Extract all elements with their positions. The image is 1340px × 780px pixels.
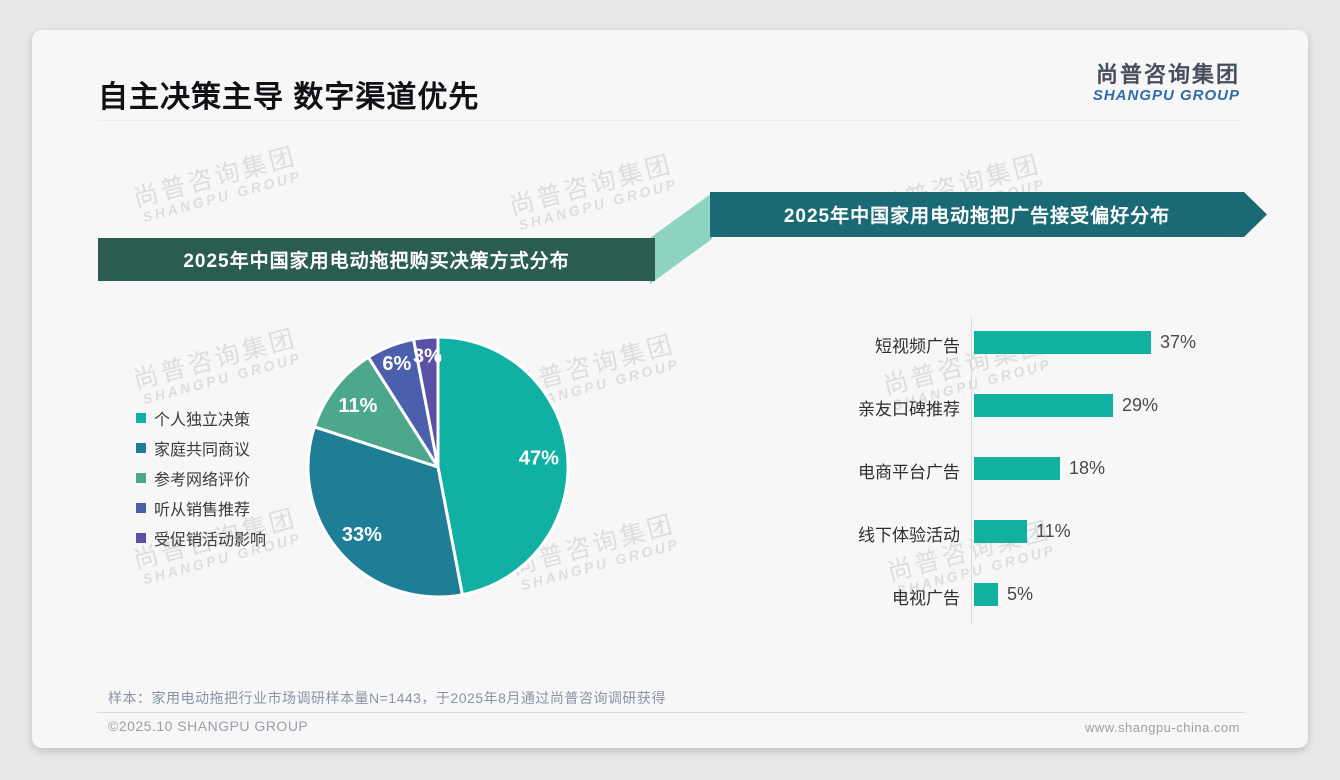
pie-slice-value-4: 3% <box>413 346 442 368</box>
page-title: 自主决策主导 数字渠道优先 <box>98 81 480 114</box>
legend-item-3: 听从销售推荐 <box>136 498 266 519</box>
bar-value-label-4: 5% <box>1007 584 1034 604</box>
pie-slice-value-1: 33% <box>342 524 382 546</box>
bar-category-label-2: 电商平台广告 <box>858 463 960 482</box>
pie-slice-0 <box>436 335 570 597</box>
pie-slice-value-0: 47% <box>519 448 559 470</box>
pie-chart: 47% 33% 11%6% 3% <box>306 335 570 599</box>
legend-swatch-icon <box>136 442 146 453</box>
legend-swatch-icon <box>136 412 146 423</box>
bar-value-label-1: 29% <box>1122 395 1159 415</box>
bar-value-label-2: 18% <box>1069 458 1106 478</box>
bar-rect-3 <box>974 520 1027 543</box>
bar-category-label-4: 电视广告 <box>892 589 960 608</box>
sample-note: 样本：家用电动拖把行业市场调研样本量N=1443，于2025年8月通过尚普咨询调… <box>108 690 666 706</box>
legend-swatch-icon <box>136 472 146 483</box>
bar-chart-title: 2025年中国家用电动拖把广告接受偏好分布 <box>783 206 1171 227</box>
legend-swatch-icon <box>136 532 146 543</box>
bar-rect-1 <box>974 394 1113 417</box>
legend-label: 家庭共同商议 <box>154 441 251 459</box>
bar-rect-0 <box>974 331 1151 354</box>
bar-chart-title-banner: 2025年中国家用电动拖把广告接受偏好分布 <box>710 192 1267 237</box>
pie-chart-title: 2025年中国家用电动拖把购买决策方式分布 <box>183 251 570 272</box>
legend-swatch-icon <box>136 502 146 513</box>
pie-slice-value-3: 6% <box>382 353 411 375</box>
pie-legend: 个人独立决策 家庭共同商议 参考网络评价 听从销售推荐 受促销活动影响 <box>136 408 266 558</box>
legend-label: 听从销售推荐 <box>154 501 251 519</box>
legend-item-2: 参考网络评价 <box>136 468 266 489</box>
pie-slice-2 <box>312 355 440 469</box>
bar-chart-axis-line <box>971 317 972 625</box>
bar-category-label-3: 线下体验活动 <box>858 526 960 545</box>
bar-chart: 短视频广告 37% 亲友口碑推荐 29% 电商平台广告 18% 线下体验活动 11% 电视广告 5… <box>760 310 1260 640</box>
bar-category-label-0: 短视频广告 <box>875 337 960 356</box>
footer-divider <box>97 712 1245 713</box>
legend-label: 参考网络评价 <box>154 471 251 489</box>
footer-website: www.shangpu-china.com <box>1084 720 1240 735</box>
bar-rect-2 <box>974 457 1060 480</box>
legend-item-0: 个人独立决策 <box>136 408 266 429</box>
bar-category-label-1: 亲友口碑推荐 <box>858 400 960 419</box>
footer-copyright: ©2025.10 SHANGPU GROUP <box>108 718 309 734</box>
legend-item-4: 受促销活动影响 <box>136 528 267 549</box>
brand-logo-chinese: 尚普咨询集团 <box>1095 62 1240 87</box>
bar-value-label-3: 11% <box>1036 521 1071 541</box>
title-divider <box>98 120 1242 121</box>
brand-logo-english: SHANGPU GROUP <box>1092 87 1240 105</box>
bar-value-label-0: 37% <box>1160 332 1197 352</box>
legend-item-1: 家庭共同商议 <box>136 438 266 459</box>
brand-logo: 尚普咨询集团 SHANGPU GROUP <box>1092 62 1240 105</box>
bar-rect-4 <box>974 583 998 606</box>
pie-slice-4 <box>412 335 440 469</box>
legend-label: 受促销活动影响 <box>154 531 267 549</box>
pie-slice-1 <box>306 425 464 599</box>
legend-label: 个人独立决策 <box>154 411 251 429</box>
pie-slice-value-2: 11% <box>338 395 377 417</box>
report-card <box>32 30 1308 748</box>
pie-chart-title-banner: 2025年中国家用电动拖把购买决策方式分布 <box>98 238 655 281</box>
